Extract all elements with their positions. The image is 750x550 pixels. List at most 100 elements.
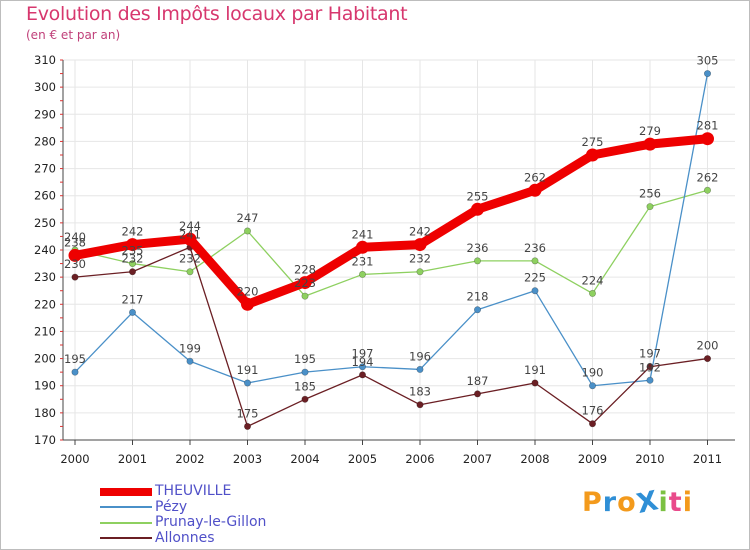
data-point: [301, 292, 309, 300]
data-label: 195: [64, 352, 86, 366]
data-point: [358, 371, 366, 379]
data-label: 230: [64, 257, 86, 271]
chart-title: Evolution des Impôts locaux par Habitant: [26, 3, 408, 25]
data-label: 191: [524, 363, 546, 377]
legend-item: Prunay-le-Gillon: [100, 514, 267, 531]
x-tick-label: 2006: [405, 452, 434, 466]
legend-label: THEUVILLE: [155, 483, 232, 499]
x-tick-label: 2003: [233, 452, 262, 466]
data-label: 199: [179, 341, 201, 355]
data-point: [241, 297, 254, 311]
logo-letter: X: [633, 485, 662, 520]
data-label: 232: [122, 252, 144, 266]
data-label: 281: [697, 119, 719, 133]
data-label: 196: [409, 349, 431, 363]
data-point: [244, 379, 252, 387]
data-label: 241: [179, 227, 201, 241]
x-tick-label: 2010: [635, 452, 664, 466]
data-label: 236: [524, 241, 546, 255]
y-tick-label: 250: [34, 216, 56, 230]
series-line-p-zy: [74, 72, 709, 387]
data-point: [586, 148, 599, 162]
data-label: 194: [352, 355, 374, 369]
data-point: [588, 382, 596, 390]
data-label: 232: [409, 252, 431, 266]
data-label: 185: [294, 379, 316, 393]
legend-label: Allonnes: [155, 529, 215, 546]
data-label: 262: [524, 170, 546, 184]
data-label: 231: [352, 254, 374, 268]
logo-letter: P: [582, 487, 603, 518]
data-label: 228: [294, 263, 316, 277]
data-point: [129, 268, 137, 276]
data-label: 232: [179, 252, 201, 266]
x-tick-label: 2008: [520, 452, 549, 466]
data-point: [186, 357, 194, 365]
y-tick-label: 280: [34, 134, 56, 148]
data-label: 191: [237, 363, 259, 377]
data-point: [588, 289, 596, 297]
data-point: [71, 368, 79, 376]
legend-item: Pézy: [100, 499, 266, 516]
data-point: [703, 355, 711, 363]
data-label: 223: [294, 276, 316, 290]
data-label: 197: [352, 347, 374, 361]
chart-legend: THEUVILLE Pézy Prunay-le-Gillon Allonnes: [100, 483, 267, 547]
data-point: [129, 308, 137, 316]
legend-swatch: [100, 521, 152, 524]
y-tick-label: 230: [34, 270, 56, 284]
data-point: [473, 257, 481, 265]
data-point: [643, 137, 657, 151]
data-point: [473, 306, 481, 314]
legend-swatch: [100, 487, 152, 496]
logo-letter: i: [682, 487, 693, 518]
data-label: 224: [582, 273, 604, 287]
data-label: 262: [697, 170, 719, 184]
data-point: [646, 203, 654, 211]
data-label: 255: [467, 189, 489, 203]
data-point: [646, 376, 654, 384]
y-tick-label: 270: [34, 162, 56, 176]
data-point: [126, 238, 139, 252]
y-tick-label: 190: [34, 379, 56, 393]
legend-item: Allonnes: [100, 529, 266, 547]
legend-label: Prunay-le-Gillon: [155, 514, 267, 530]
data-label: 238: [64, 235, 86, 249]
x-tick-label: 2009: [578, 452, 607, 466]
data-point: [298, 276, 312, 290]
series-line-allonnes: [74, 246, 709, 428]
data-point: [588, 420, 596, 428]
data-point: [358, 363, 366, 371]
data-point: [531, 257, 539, 265]
logo-letter: t: [668, 487, 683, 518]
data-label: 217: [122, 292, 144, 306]
data-point: [701, 132, 714, 146]
data-label: 175: [237, 406, 259, 420]
data-point: [528, 183, 542, 197]
x-tick-label: 2011: [693, 452, 722, 466]
y-tick-label: 180: [34, 406, 56, 420]
data-point: [416, 268, 424, 276]
data-label: 197: [639, 347, 661, 361]
series-line-prunay-le-gillon: [74, 189, 709, 297]
data-label: 241: [352, 227, 374, 241]
y-tick-label: 240: [34, 243, 56, 257]
data-label: 218: [467, 290, 489, 304]
data-label: 200: [697, 339, 719, 353]
x-tick-label: 2005: [348, 452, 377, 466]
data-point: [531, 287, 539, 295]
data-point: [129, 260, 137, 268]
y-tick-label: 200: [34, 352, 56, 366]
y-tick-label: 310: [34, 53, 56, 67]
data-label: 225: [524, 271, 546, 285]
proxiti-logo: ProXiti: [582, 485, 693, 520]
data-label: 220: [237, 284, 259, 298]
y-tick-label: 290: [34, 107, 56, 121]
data-label: 195: [294, 352, 316, 366]
x-tick-label: 2001: [118, 452, 147, 466]
data-label: 192: [639, 360, 661, 374]
data-point: [703, 186, 711, 194]
data-label: 256: [639, 187, 661, 201]
logo-letter: r: [602, 487, 618, 518]
